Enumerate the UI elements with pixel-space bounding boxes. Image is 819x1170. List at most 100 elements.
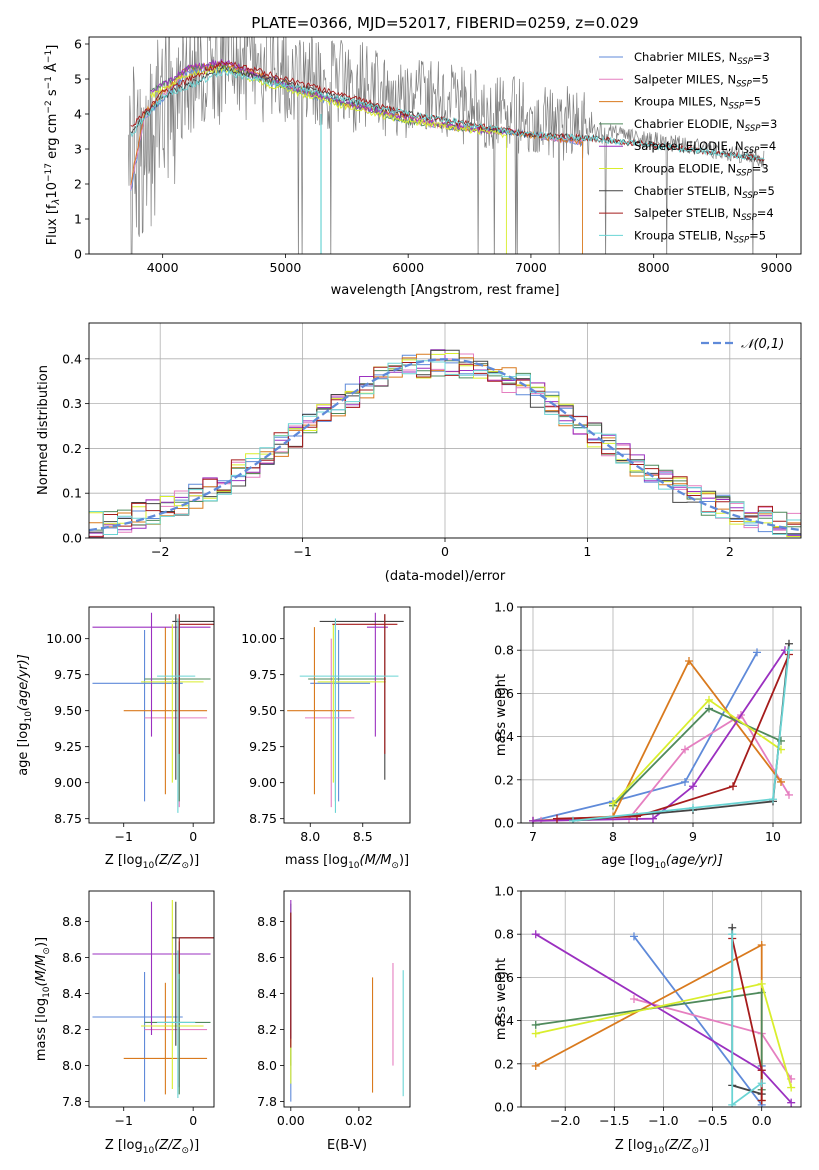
y-tick-label: 4 [74,107,82,122]
x-tick-label: 0 [189,1113,197,1128]
y-tick-label: 0.1 [62,486,82,501]
legend-entry: Chabrier STELIB, NSSP=5 [634,184,775,201]
x-tick-label: 5000 [270,260,302,275]
y-tick-label: 0.2 [494,1056,514,1071]
panel-residuals: −2 −1 0 1 2 0.0 0.1 0.2 0.3 0.4 (data-model)/error… [36,322,802,584]
y-tick-label: 8.4 [257,986,277,1001]
plot-area [92,612,214,813]
plot-area [92,900,214,1102]
series-line [535,991,763,1090]
y-tick-label: 8.0 [62,1058,82,1073]
axes-frame [520,606,802,824]
y-tick-label: 0.4 [494,1013,514,1028]
y-tick-label: 10.00 [46,631,82,646]
series-line [731,938,763,1101]
panel-mass-vs-z: −1 0 7.8 8.0 8.2 8.4 8.6 8.8 Z [log10(Z/Z⊙)] mass… [34,890,215,1156]
y-tick-label: 8.8 [257,914,277,929]
point-marker [681,745,689,754]
model-spectrum [150,59,507,136]
legend-entry: Salpeter ELODIE, NSSP=4 [634,139,776,156]
normal-curve [89,358,801,532]
x-tick-label: −2 [151,544,169,559]
y-tick-label: 0.0 [494,816,514,831]
y-tick-label: 8.2 [257,1022,277,1037]
y-tick-label: 9.25 [249,739,277,754]
y-tick-label: 9.25 [54,739,82,754]
axes-frame [88,36,802,255]
series-line [612,698,782,805]
plot-area [127,37,765,254]
point-marker [629,995,638,1003]
x-axis-label: E(B-V) [327,1138,367,1153]
x-tick-label: 0.02 [345,1113,373,1128]
x-axis-label: Z [log10(Z/Z⊙)] [615,1138,709,1156]
point-marker [705,704,713,713]
point-marker [531,930,540,939]
y-tick-label: 7.8 [62,1094,82,1109]
series-line [540,713,790,822]
y-tick-label: 0.4 [494,729,514,744]
x-tick-label: 9 [689,829,697,844]
model-spectrum [130,68,765,161]
x-tick-label: 8.0 [300,829,320,844]
point-marker [757,979,766,988]
series-line [572,650,790,822]
y-tick-label: 6 [74,37,82,52]
point-marker [705,695,713,704]
legend-entry: Chabrier MILES, NSSP=3 [634,50,770,67]
y-tick-label: 9.50 [54,703,82,718]
x-tick-label: 0.0 [752,1113,772,1128]
y-axis-label: Normed distribution [36,365,51,495]
point-marker [531,1029,540,1038]
point-marker [785,790,793,799]
y-axis-label: mass [log10(M/M⊙)] [34,937,52,1061]
y-tick-label: 0.2 [62,441,82,456]
legend-entry: Salpeter STELIB, NSSP=4 [634,206,774,223]
y-tick-label: 9.75 [54,667,82,682]
y-tick-label: 0.6 [494,686,514,701]
x-tick-label: 4000 [147,260,179,275]
axes-frame [283,890,411,1108]
plot-area [89,323,801,538]
x-tick-label: −0.5 [697,1113,727,1128]
y-tick-label: 8.2 [62,1022,82,1037]
y-tick-label: 0.2 [494,772,514,787]
point-marker [529,816,537,823]
model-spectrum [130,60,765,162]
y-tick-label: 0.0 [494,1100,514,1115]
axes-frame [88,890,215,1108]
legend-entry: Salpeter MILES, NSSP=5 [634,72,769,89]
point-marker [689,803,697,812]
y-tick-label: 8.8 [62,914,82,929]
series-line [532,649,786,822]
y-axis-label: age [log10(age/yr)] [16,654,34,776]
panel-spectrum: 4000 5000 6000 7000 8000 9000 0 1 2 3 4 5 6 wavelengt… [44,36,802,298]
y-tick-label: 1.0 [494,884,514,899]
series-line [612,707,782,807]
legend-entry: 𝒩(0,1) [741,337,784,352]
point-marker [757,1096,766,1105]
y-tick-label: 0.0 [62,531,82,546]
x-tick-label: −2.0 [550,1113,580,1128]
plot-area [287,612,404,813]
x-tick-label: 1 [583,544,591,559]
point-marker [689,782,697,791]
series-line [532,659,782,822]
series-line [535,943,763,1101]
y-tick-label: 0.3 [62,396,82,411]
x-tick-label: 8.5 [353,829,373,844]
y-tick-label: 0.8 [494,927,514,942]
y-tick-label: 1 [74,212,82,227]
point-marker [649,814,657,823]
y-tick-label: 0 [74,247,82,262]
panel-massweight-vs-age: 7 8 9 10 0.0 0.2 0.4 0.6 0.8 1.0 mass weight age [l… [494,600,802,871]
x-axis-label: mass [log10(M/M⊙)] [285,853,409,871]
y-tick-label: 9.00 [54,775,82,790]
point-marker [685,657,693,665]
histogram-step [89,349,801,535]
x-axis-label: wavelength [Angstrom, rest frame] [331,283,560,298]
y-tick-label: 0.4 [62,351,82,366]
x-tick-label: −1.0 [648,1113,678,1128]
x-tick-label: 7000 [515,260,547,275]
y-tick-label: 0.6 [494,970,514,985]
